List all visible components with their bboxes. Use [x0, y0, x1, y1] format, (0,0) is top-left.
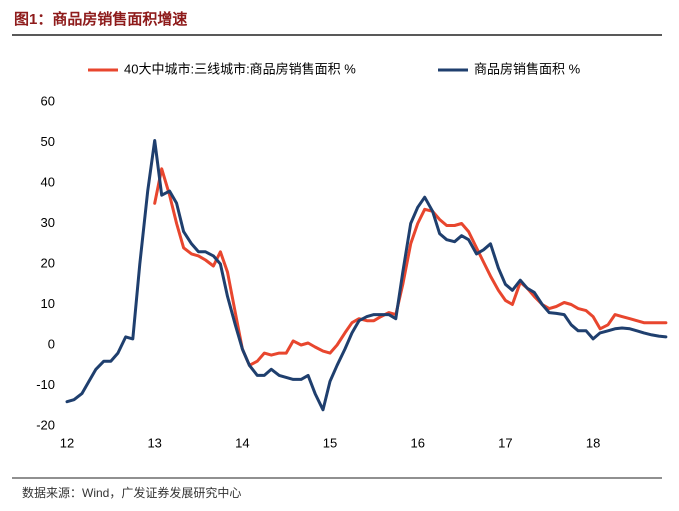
legend-label: 40大中城市:三线城市:商品房销售面积 % — [124, 61, 356, 76]
y-tick-label: 30 — [41, 215, 55, 230]
y-tick-label: 40 — [41, 174, 55, 189]
chart-title: 图1：商品房销售面积增速 — [14, 10, 187, 28]
x-tick-label: 16 — [410, 435, 424, 450]
y-tick-label: -10 — [36, 377, 55, 392]
y-tick-label: 0 — [48, 336, 55, 351]
y-tick-label: 50 — [41, 134, 55, 149]
y-tick-label: -20 — [36, 417, 55, 432]
legend-label: 商品房销售面积 % — [474, 61, 581, 76]
y-tick-label: 60 — [41, 93, 55, 108]
x-tick-label: 18 — [586, 435, 600, 450]
y-tick-label: 20 — [41, 255, 55, 270]
x-tick-label: 12 — [60, 435, 74, 450]
x-tick-label: 17 — [498, 435, 512, 450]
y-tick-label: 10 — [41, 296, 55, 311]
x-tick-label: 15 — [323, 435, 337, 450]
source-note: 数据来源：Wind，广发证券发展研究中心 — [22, 485, 241, 500]
x-tick-label: 14 — [235, 435, 249, 450]
series-line — [65, 139, 668, 412]
x-tick-label: 13 — [147, 435, 161, 450]
